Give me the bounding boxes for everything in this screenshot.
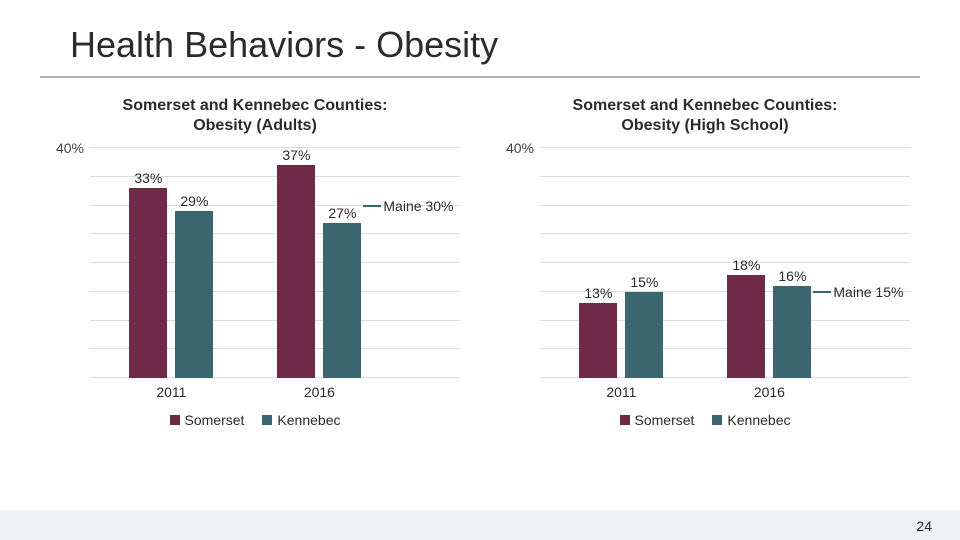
- legend-item-kennebec: Kennebec: [262, 412, 340, 428]
- legend-label: Somerset: [185, 412, 245, 428]
- xtick-label: 2011: [156, 378, 186, 400]
- legend-swatch: [712, 415, 722, 425]
- legend-swatch: [262, 415, 272, 425]
- bar-group: 37%27%2016: [277, 165, 361, 378]
- legend-item-somerset: Somerset: [170, 412, 245, 428]
- legend-label: Kennebec: [727, 412, 790, 428]
- gridline: [540, 262, 910, 263]
- maine-marker-tick: [813, 291, 831, 293]
- maine-marker-label: Maine 15%: [833, 284, 903, 300]
- plot-area: 40%13%15%201118%16%2016Maine 15%: [540, 148, 910, 378]
- bar-somerset: 37%: [277, 165, 315, 378]
- bar-value-label: 13%: [584, 285, 612, 303]
- gridline: [540, 205, 910, 206]
- legend-swatch: [170, 415, 180, 425]
- legend-swatch: [620, 415, 630, 425]
- footer-bar: [0, 510, 960, 540]
- bar-value-label: 37%: [282, 147, 310, 165]
- bar-somerset: 18%: [727, 275, 765, 379]
- plot-wrap: 40%33%29%201137%27%2016Maine 30%: [40, 148, 470, 378]
- bar-value-label: 27%: [328, 205, 356, 223]
- legend-item-kennebec: Kennebec: [712, 412, 790, 428]
- ytick-label: 40%: [506, 140, 540, 156]
- legend-label: Somerset: [635, 412, 695, 428]
- legend-label: Kennebec: [277, 412, 340, 428]
- legend-item-somerset: Somerset: [620, 412, 695, 428]
- plot-area: 40%33%29%201137%27%2016Maine 30%: [90, 148, 460, 378]
- gridline: [540, 233, 910, 234]
- bar-value-label: 29%: [180, 193, 208, 211]
- slide: Health Behaviors - Obesity Somerset and …: [0, 0, 960, 540]
- xtick-label: 2016: [754, 378, 785, 400]
- bar-kennebec: 27%: [323, 223, 361, 378]
- legend: Somerset Kennebec: [170, 412, 341, 428]
- bar-somerset: 33%: [129, 188, 167, 378]
- plot-wrap: 40%13%15%201118%16%2016Maine 15%: [490, 148, 920, 378]
- bar-group: 33%29%2011: [129, 188, 213, 378]
- bar-value-label: 33%: [134, 170, 162, 188]
- bar-kennebec: 16%: [773, 286, 811, 378]
- bar-value-label: 16%: [778, 268, 806, 286]
- chart-title: Somerset and Kennebec Counties: Obesity …: [573, 96, 838, 136]
- bar-kennebec: 15%: [625, 292, 663, 378]
- bar-value-label: 18%: [732, 257, 760, 275]
- chart-panel-0: Somerset and Kennebec Counties: Obesity …: [40, 96, 470, 480]
- bar-kennebec: 29%: [175, 211, 213, 378]
- bar-group: 18%16%2016: [727, 275, 811, 379]
- page-title: Health Behaviors - Obesity: [70, 24, 498, 66]
- gridline: [540, 176, 910, 177]
- gridline: [90, 147, 460, 148]
- legend: Somerset Kennebec: [620, 412, 791, 428]
- bar-somerset: 13%: [579, 303, 617, 378]
- page-number: 24: [916, 518, 932, 534]
- ytick-label: 40%: [56, 140, 90, 156]
- charts-row: Somerset and Kennebec Counties: Obesity …: [40, 96, 920, 480]
- chart-title: Somerset and Kennebec Counties: Obesity …: [123, 96, 388, 136]
- maine-marker-tick: [363, 205, 381, 207]
- gridline: [540, 147, 910, 148]
- title-underline: [40, 76, 920, 78]
- bar-group: 13%15%2011: [579, 292, 663, 378]
- maine-marker-label: Maine 30%: [383, 198, 453, 214]
- bar-value-label: 15%: [630, 274, 658, 292]
- xtick-label: 2016: [304, 378, 335, 400]
- chart-panel-1: Somerset and Kennebec Counties: Obesity …: [490, 96, 920, 480]
- xtick-label: 2011: [606, 378, 636, 400]
